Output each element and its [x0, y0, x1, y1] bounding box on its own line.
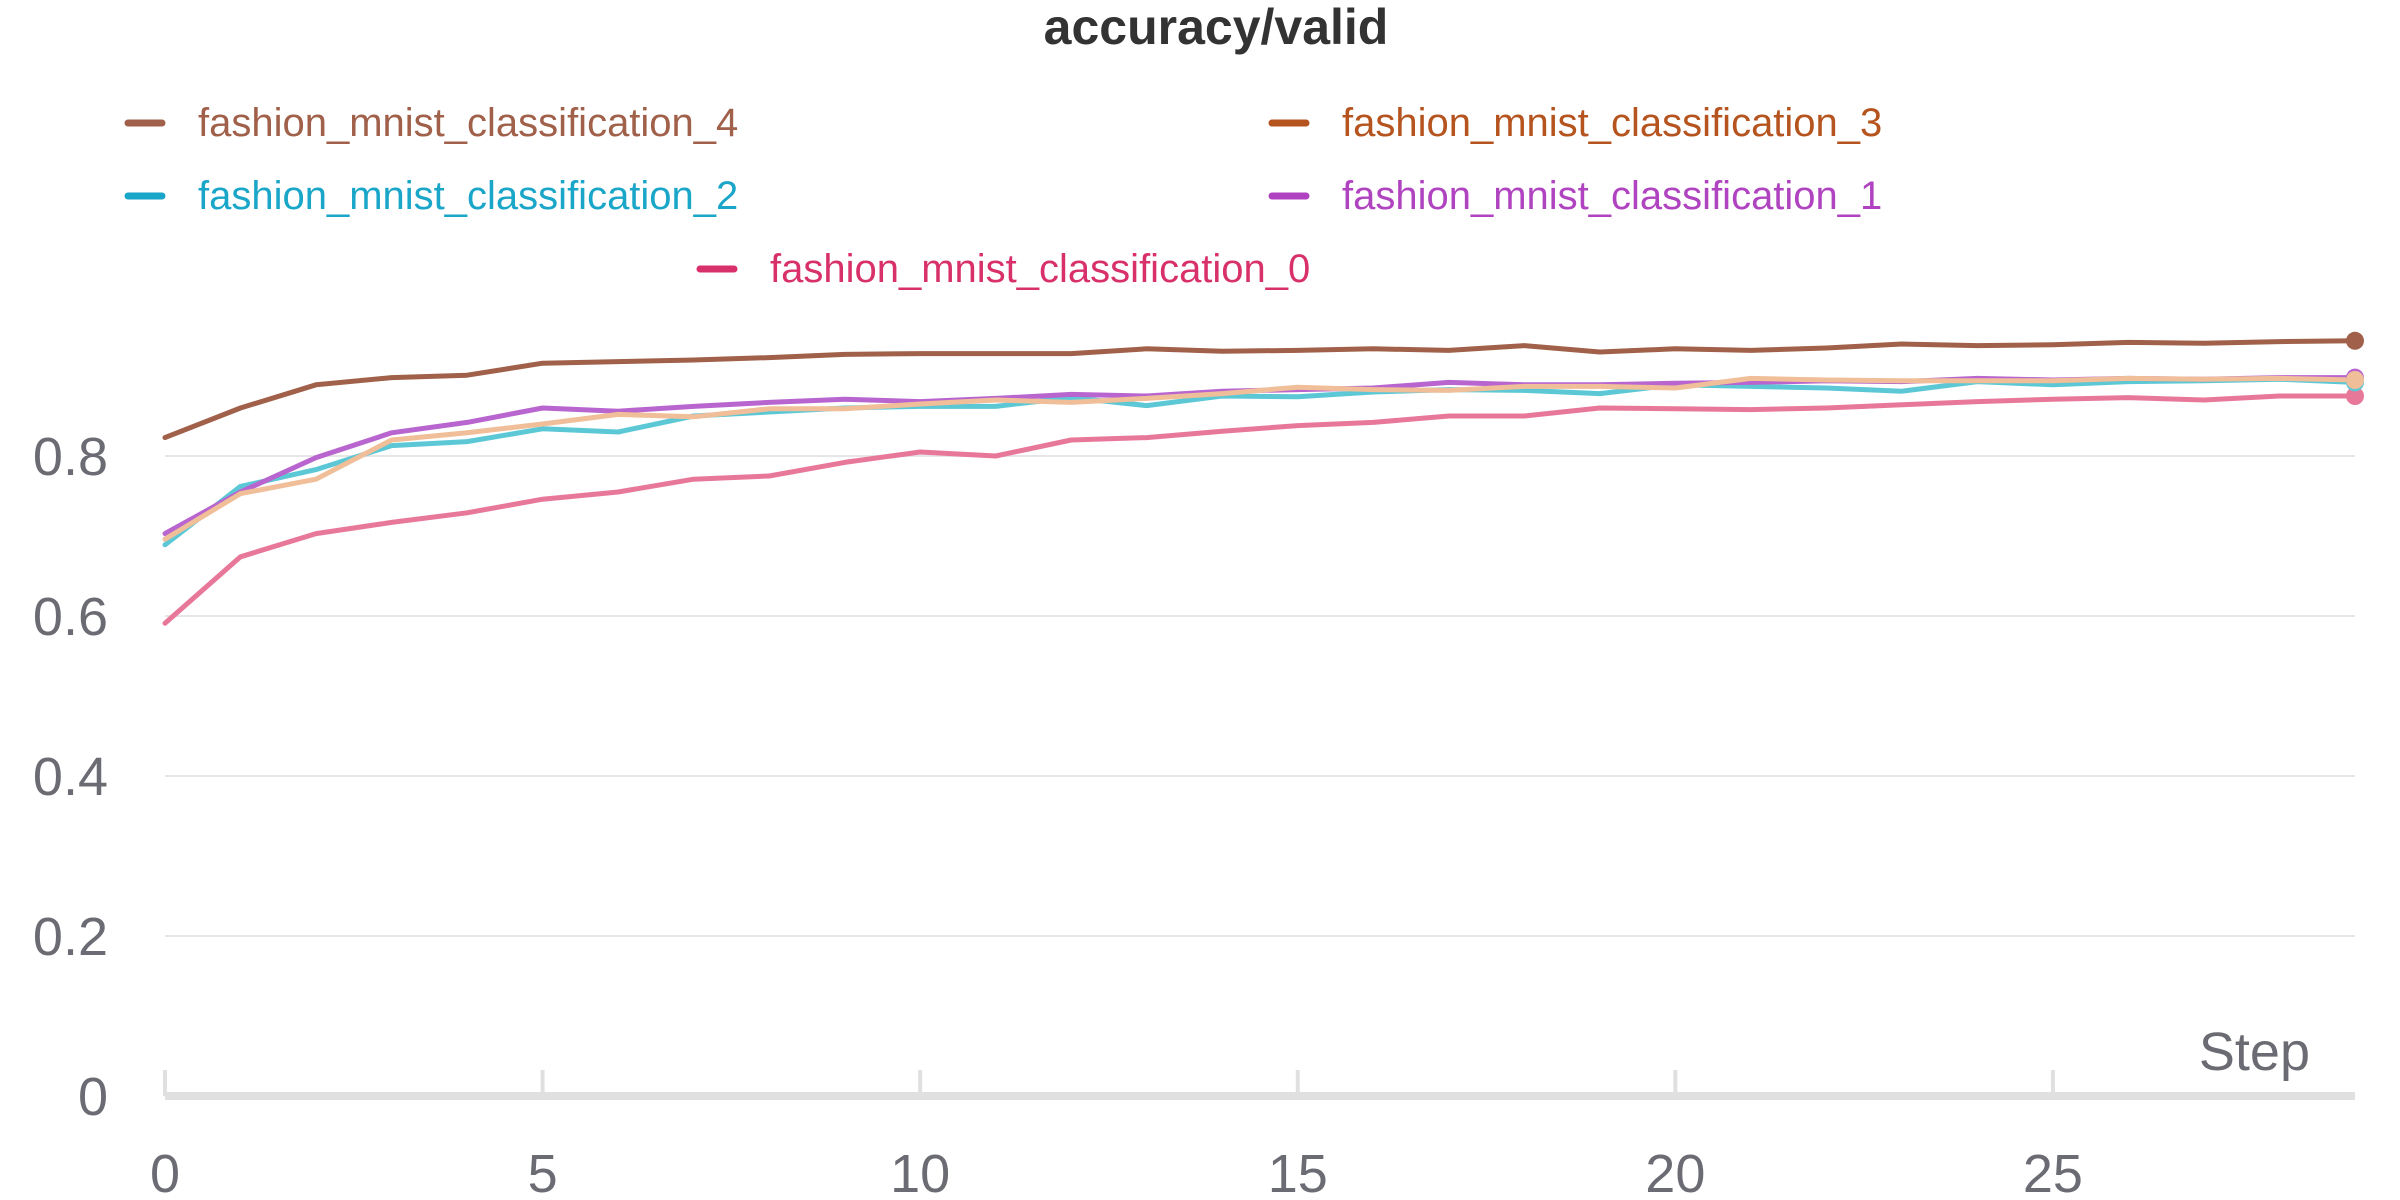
legend-item[interactable]: fashion_mnist_classification_4: [124, 101, 738, 145]
series-group: [162, 338, 2358, 626]
legend: fashion_mnist_classification_4 fashion_m…: [124, 101, 1882, 291]
x-tick-label: 25: [2023, 1144, 2083, 1200]
series-endpoint[interactable]: [2346, 387, 2364, 405]
y-tick-label: 0.6: [33, 587, 108, 647]
y-tick-label: 0.8: [33, 427, 108, 487]
x-tick-label: 10: [890, 1144, 950, 1200]
series-endpoints: [2346, 331, 2364, 405]
series-line[interactable]: [162, 338, 2358, 441]
chart-title: accuracy/valid: [1044, 0, 1389, 55]
legend-item[interactable]: fashion_mnist_classification_2: [124, 174, 738, 218]
axes: 0 0.2 0.4 0.6 0.8 0 5 10 15 20 25: [33, 427, 2355, 1200]
legend-label: fashion_mnist_classification_1: [1342, 174, 1882, 218]
legend-label: fashion_mnist_classification_4: [198, 101, 738, 145]
series-endpoint[interactable]: [2346, 331, 2364, 350]
x-tick-label: 5: [528, 1144, 558, 1200]
x-tick-label: 20: [1645, 1144, 1705, 1200]
legend-item[interactable]: fashion_mnist_classification_1: [1268, 174, 1882, 218]
y-tick-label: 0.2: [33, 907, 108, 967]
y-tick-label: 0.4: [33, 747, 108, 807]
series-line[interactable]: [162, 375, 2358, 542]
gridlines: [165, 455, 2355, 937]
legend-item[interactable]: fashion_mnist_classification_0: [696, 247, 1310, 291]
series-endpoint[interactable]: [2346, 371, 2364, 389]
x-tick-label: 15: [1268, 1144, 1328, 1200]
series-line[interactable]: [162, 376, 2358, 548]
y-tick-label: 0: [78, 1067, 108, 1127]
legend-label: fashion_mnist_classification_2: [198, 174, 738, 218]
legend-item[interactable]: fashion_mnist_classification_3: [1268, 101, 1882, 145]
x-axis-label: Step: [2199, 1022, 2310, 1082]
legend-label: fashion_mnist_classification_3: [1342, 101, 1882, 145]
series-line[interactable]: [162, 393, 2358, 626]
x-tick-label: 0: [150, 1144, 180, 1200]
legend-label: fashion_mnist_classification_0: [770, 247, 1310, 291]
